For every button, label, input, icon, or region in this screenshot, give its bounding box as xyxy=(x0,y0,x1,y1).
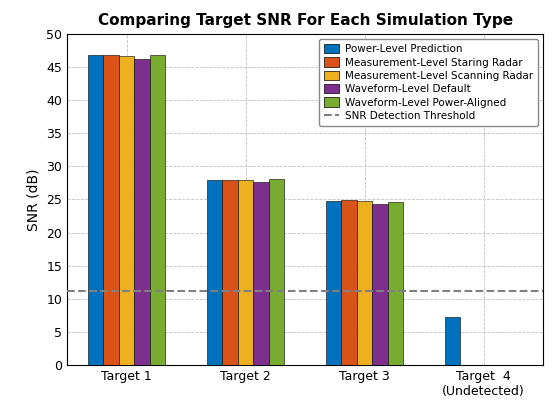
Bar xyxy=(238,180,254,365)
Bar xyxy=(222,180,238,365)
Bar xyxy=(134,60,150,365)
Bar xyxy=(388,202,403,365)
Bar xyxy=(150,55,165,365)
Bar xyxy=(326,202,342,365)
Bar xyxy=(119,56,134,365)
Bar xyxy=(207,180,222,365)
Bar xyxy=(357,201,372,365)
Bar xyxy=(342,200,357,365)
Bar xyxy=(372,204,388,365)
Bar xyxy=(88,55,104,365)
Title: Comparing Target SNR For Each Simulation Type: Comparing Target SNR For Each Simulation… xyxy=(97,13,513,28)
Bar xyxy=(445,317,460,365)
Bar xyxy=(104,55,119,365)
Legend: Power-Level Prediction, Measurement-Level Staring Radar, Measurement-Level Scann: Power-Level Prediction, Measurement-Leve… xyxy=(319,39,538,126)
Y-axis label: SNR (dB): SNR (dB) xyxy=(27,168,41,231)
Bar xyxy=(254,181,269,365)
Bar xyxy=(269,179,284,365)
